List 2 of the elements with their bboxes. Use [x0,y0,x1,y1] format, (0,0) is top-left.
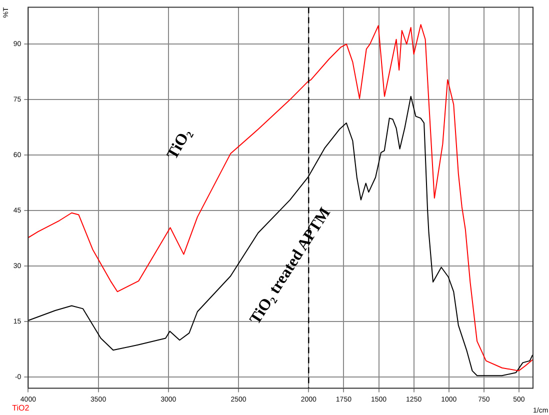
text: TiO₂ [164,126,195,162]
text: TiO2 [12,403,30,412]
